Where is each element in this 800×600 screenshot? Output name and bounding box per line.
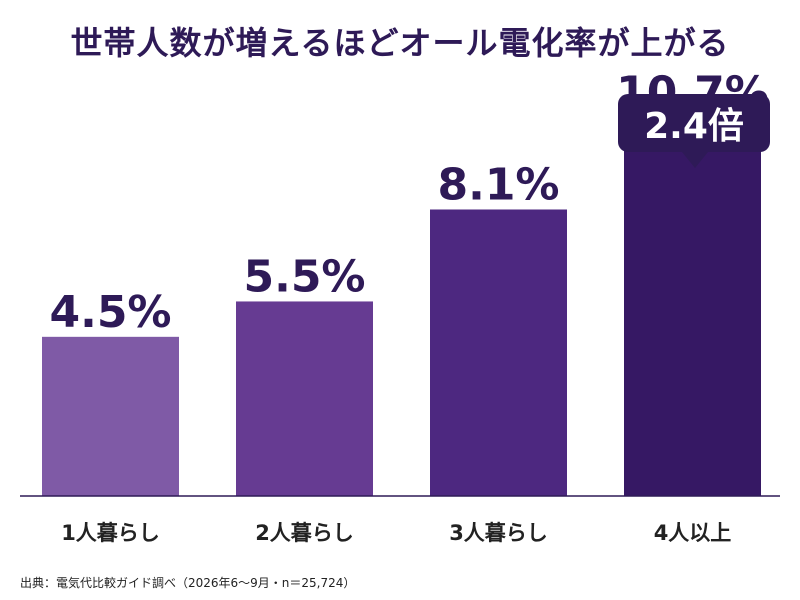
value-label-1: 4.5% [49, 287, 171, 338]
chart-title: 世帯人数が増えるほどオール電化率が上がる [70, 24, 730, 62]
bar-1 [42, 336, 179, 496]
ratio-callout-text: 2.4倍 [644, 106, 744, 147]
value-label-3: 8.1% [437, 159, 559, 210]
category-label-1: 1人暮らし [61, 521, 160, 545]
category-label-3: 3人暮らし [449, 521, 548, 545]
value-label-2: 5.5% [243, 251, 365, 302]
ratio-callout: 2.4倍 [618, 94, 770, 168]
category-label-2: 2人暮らし [255, 521, 354, 545]
source-note: 出典：電気代比較ガイド調べ（2026年6〜9月・n＝25,724） [20, 576, 356, 590]
bar-3 [430, 209, 567, 496]
category-label-4: 4人以上 [654, 521, 732, 545]
bar-4 [624, 117, 761, 496]
bar-2 [236, 301, 373, 496]
